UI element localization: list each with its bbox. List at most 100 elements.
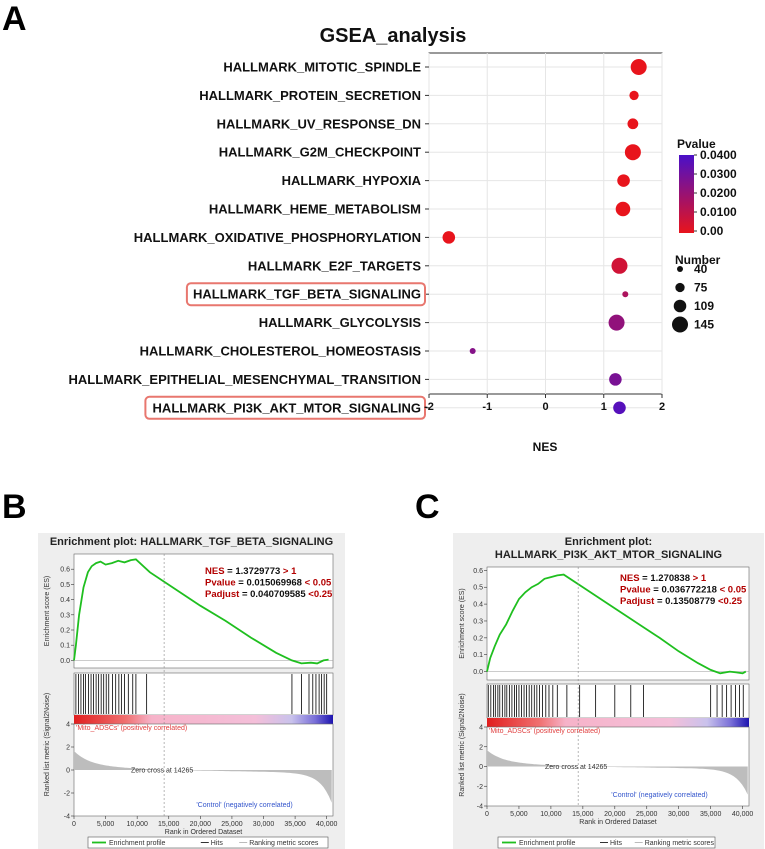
stat-label: Pvalue	[620, 585, 651, 596]
number-legend-label: 40	[694, 262, 708, 276]
stat-condition: < 0.05	[305, 578, 332, 589]
es-y-tick-label: 0.5	[60, 582, 70, 589]
ranked-y-tick-label: -4	[477, 804, 483, 811]
number-legend-dot	[672, 316, 688, 333]
enrichment-title-line2: HALLMARK_PI3K_AKT_MTOR_SIGNALING	[495, 549, 722, 561]
stat-line: Pvalue = 0.015069968 < 0.05	[205, 578, 332, 589]
dotplot-point	[609, 373, 622, 386]
dotplot-gridlines	[428, 53, 663, 409]
rank-x-tick-label: 5,000	[97, 821, 115, 828]
dotplot-point	[627, 118, 639, 130]
dotplot-point	[442, 231, 456, 244]
rank-x-tick-label: 25,000	[221, 821, 243, 828]
dotplot-x-label: NES	[533, 440, 558, 454]
dotplot-points	[442, 59, 647, 415]
rank-x-tick-label: 10,000	[126, 821, 148, 828]
stat-label: Padjust	[205, 589, 240, 600]
dotplot-point	[615, 201, 631, 217]
es-y-tick-label: 0.1	[473, 652, 483, 659]
es-y-tick-label: 0.6	[60, 567, 70, 574]
stat-value: = 1.3729773	[225, 566, 283, 577]
legend-hits-label: Hits	[610, 840, 623, 847]
panel-letter-a: A	[2, 0, 27, 38]
stat-value: = 0.13508779	[654, 596, 718, 607]
dotplot-x-tick-label: -2	[424, 401, 434, 413]
stat-line: NES = 1.3729773 > 1	[205, 566, 297, 577]
stat-value: = 0.015069968	[236, 578, 305, 589]
stat-label: NES	[205, 566, 225, 577]
dotplot-x-tick-label: 0	[542, 401, 548, 413]
ranked-y-tick-label: 2	[479, 744, 483, 751]
es-y-tick-label: 0.0	[60, 658, 70, 665]
gsea-dotplot: GSEA_analysis HALLMARK_MITOTIC_SPINDLEHA…	[69, 25, 737, 454]
number-legend-label: 109	[694, 299, 714, 313]
stat-label: Padjust	[620, 596, 655, 607]
rank-x-label: Rank in Ordered Dataset	[579, 819, 656, 826]
dotplot-x-axis: -2 -1 0 1 2	[424, 394, 665, 413]
stat-line: Padjust = 0.040709585 <0.25	[205, 589, 333, 600]
rank-x-tick-label: 30,000	[668, 811, 690, 818]
stat-value: = 0.036772218	[651, 585, 720, 596]
negative-correlation-label: 'Control' (negatively correlated)	[196, 802, 292, 809]
stat-line: NES = 1.270838 > 1	[620, 573, 707, 584]
ranked-y-tick-label: -2	[64, 791, 70, 798]
ranking-color-bar	[74, 715, 333, 724]
panel-letter-c: C	[415, 488, 440, 526]
stat-condition: <0.25	[308, 589, 333, 600]
rank-x-tick-label: 0	[72, 821, 76, 828]
ranking-color-bar	[487, 718, 749, 727]
dotplot-point	[608, 314, 625, 331]
dotplot-point	[629, 90, 639, 101]
rank-x-tick-label: 30,000	[253, 821, 275, 828]
legend-ranking-label: Ranking metric scores	[249, 840, 319, 847]
es-y-tick-label: 0.0	[473, 669, 483, 676]
enrichment-plot-tgf-beta: Enrichment plot: HALLMARK_TGF_BETA_SIGNA…	[38, 533, 345, 849]
pvalue-legend-title: Pvalue	[677, 137, 716, 151]
pvalue-colorbar	[679, 155, 694, 233]
enrichment-title: Enrichment plot: HALLMARK_TGF_BETA_SIGNA…	[50, 536, 333, 548]
stat-value: = 1.270838	[640, 573, 693, 584]
stat-line: Pvalue = 0.036772218 < 0.05	[620, 585, 747, 596]
es-y-label: Enrichment score (ES)	[44, 576, 51, 646]
dotplot-term-label: HALLMARK_EPITHELIAL_MESENCHYMAL_TRANSITI…	[69, 372, 421, 387]
rank-x-label: Rank in Ordered Dataset	[165, 829, 242, 836]
rank-x-tick-label: 15,000	[158, 821, 180, 828]
es-y-tick-label: 0.2	[60, 628, 70, 635]
dotplot-title: GSEA_analysis	[320, 25, 467, 47]
ranked-y-tick-label: 0	[479, 764, 483, 771]
rank-x-tick-label: 20,000	[190, 821, 212, 828]
pvalue-legend-label: 0.00	[700, 224, 724, 238]
ranked-y-label: Ranked list metric (Signal2Noise)	[44, 693, 51, 796]
number-legend-dot	[673, 299, 687, 313]
ranked-metric-positive	[487, 750, 579, 767]
zero-cross-label: Zero cross at 14265	[131, 768, 193, 775]
rank-x-tick-label: 35,000	[700, 811, 722, 818]
ranked-metric-negative	[164, 770, 332, 803]
rank-x-tick-label: 35,000	[284, 821, 306, 828]
pvalue-legend: Pvalue 0.0400 0.0300 0.0200 0.0100 0.00	[677, 137, 737, 238]
es-y-tick-label: 0.1	[60, 643, 70, 650]
legend-ranking-label: Ranking metric scores	[645, 840, 715, 847]
es-y-tick-label: 0.4	[473, 602, 483, 609]
number-legend-label: 145	[694, 318, 714, 332]
ranked-metric-positive	[74, 751, 165, 770]
dotplot-point	[630, 59, 647, 75]
panel-letter-b: B	[2, 488, 27, 526]
dotplot-term-label: HALLMARK_UV_RESPONSE_DN	[217, 116, 421, 131]
es-plot-area	[486, 566, 750, 681]
rank-x-tick-label: 10,000	[540, 811, 562, 818]
ranked-y-tick-label: 0	[66, 768, 70, 775]
pvalue-legend-label: 0.0300	[700, 167, 737, 181]
dotplot-term-label: HALLMARK_TGF_BETA_SIGNALING	[193, 287, 421, 302]
positive-correlation-label: 'Mito_ADSCs' (positively correlated)	[76, 725, 187, 732]
number-legend-dot	[677, 266, 683, 272]
dotplot-point	[613, 401, 626, 415]
es-y-tick-label: 0.3	[473, 618, 483, 625]
ranked-metric-negative	[578, 766, 748, 795]
dotplot-term-label: HALLMARK_PROTEIN_SECRETION	[199, 88, 421, 103]
highlight-box	[185, 282, 426, 307]
dotplot-term-label: HALLMARK_GLYCOLYSIS	[259, 315, 422, 330]
es-y-tick-label: 0.4	[60, 597, 70, 604]
stat-condition: < 0.05	[720, 585, 747, 596]
zero-cross-label: Zero cross at 14265	[545, 764, 607, 771]
